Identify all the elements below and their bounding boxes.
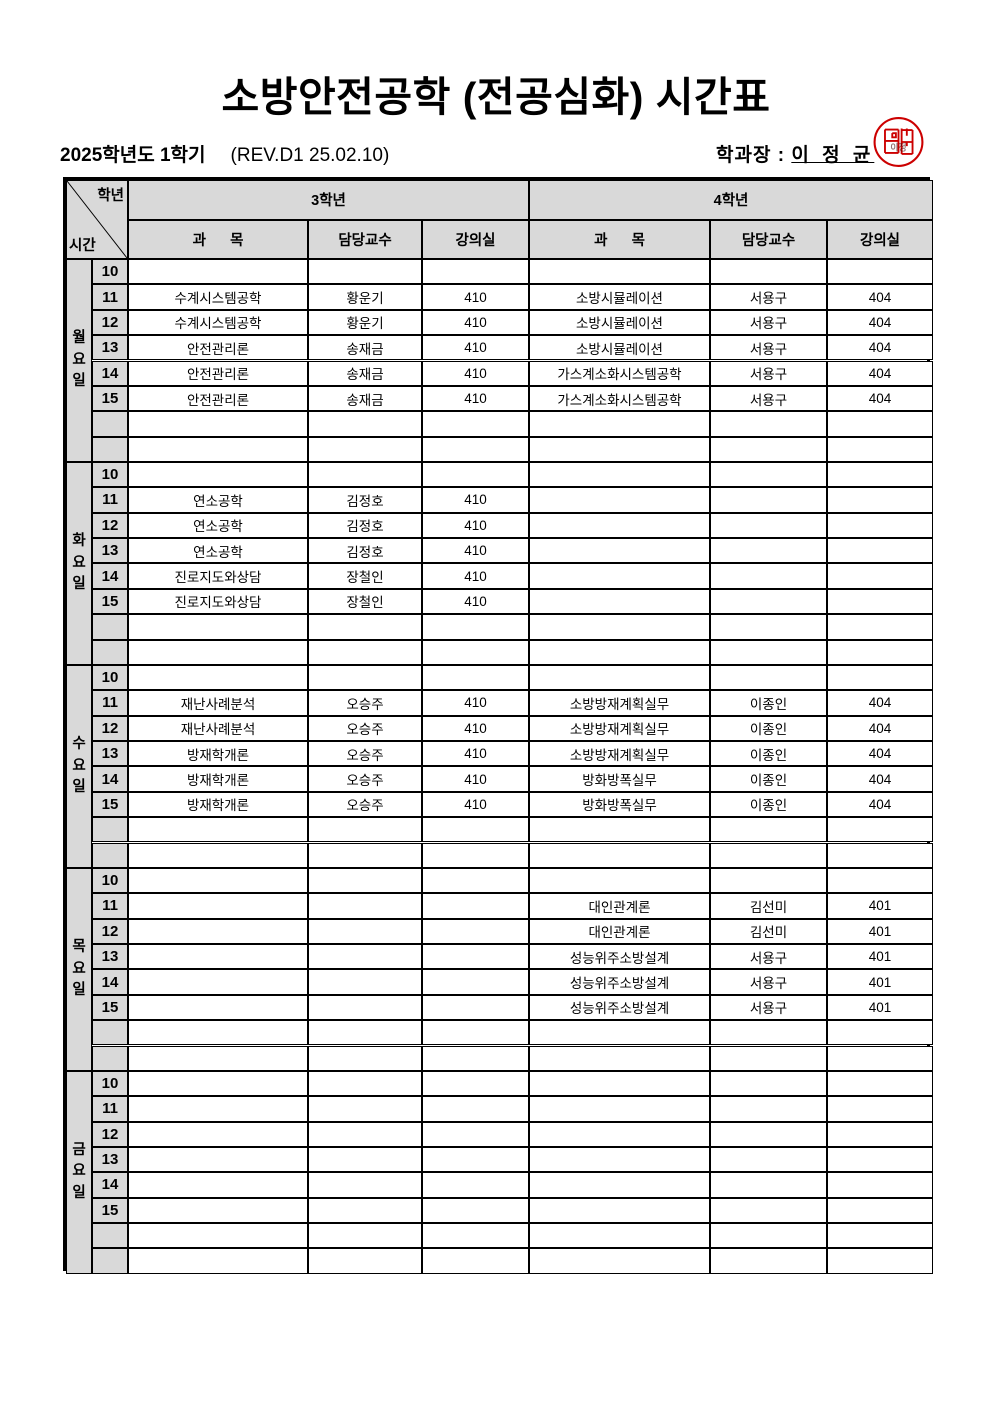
svg-text:이정: 이정 — [890, 141, 906, 152]
